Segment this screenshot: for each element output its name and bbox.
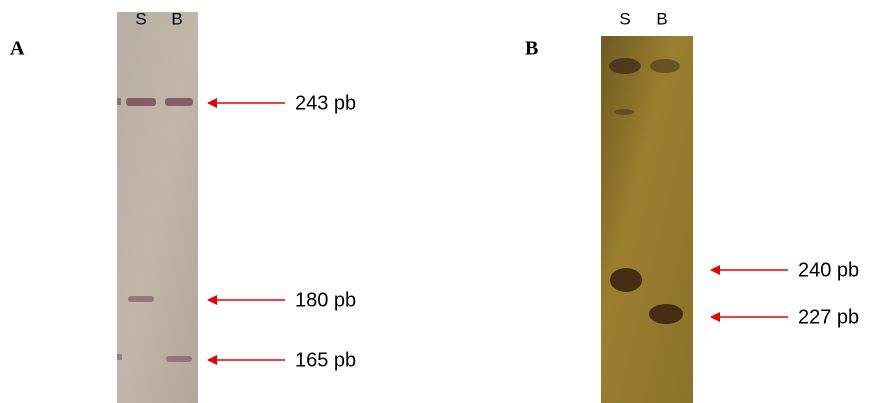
lane-label: S — [619, 9, 630, 28]
band-label: 240 pb — [798, 259, 859, 281]
panel-label: B — [525, 38, 538, 60]
lane-label: B — [171, 9, 182, 28]
band-label: 165 pb — [295, 349, 356, 371]
lane-label: S — [135, 9, 146, 28]
bands — [117, 98, 193, 362]
band-label: 180 pb — [295, 289, 356, 311]
bands — [609, 58, 683, 324]
band-label: 227 pb — [798, 306, 859, 328]
gel-image — [117, 12, 198, 403]
arrows — [207, 98, 285, 365]
band-label: 243 pb — [295, 92, 356, 114]
arrows — [710, 265, 788, 322]
lane-label: B — [656, 9, 667, 28]
gel-image — [601, 36, 693, 403]
panel-label: A — [10, 38, 25, 60]
